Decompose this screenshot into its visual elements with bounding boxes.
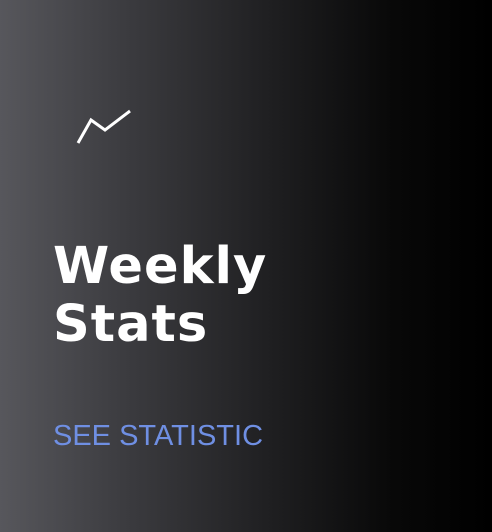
card-title-line-1: Weekly xyxy=(53,237,268,296)
see-statistic-link[interactable]: SEE STATISTIC xyxy=(53,420,264,452)
card-title-line-2: Stats xyxy=(53,295,209,354)
card-title: Weekly Stats xyxy=(53,238,267,354)
trending-up-icon xyxy=(76,108,134,146)
